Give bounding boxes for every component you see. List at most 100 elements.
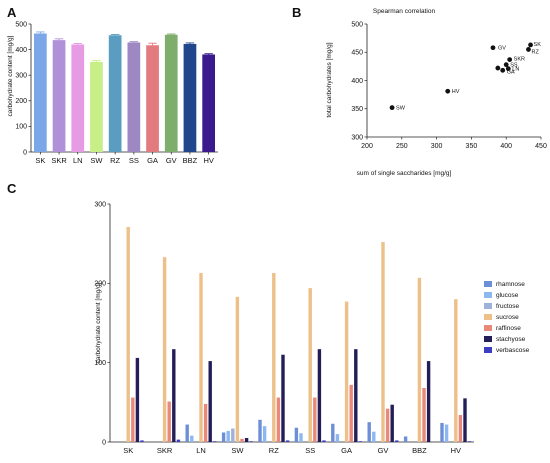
- chart-a-category-label: SK: [35, 156, 45, 165]
- legend-label-rhamnose: rhamnose: [496, 281, 525, 288]
- chart-c-bar-raffinose-skr: [167, 401, 171, 442]
- chart-b-point-label: HV: [452, 89, 460, 95]
- chart-c-category-label: BBZ: [412, 446, 427, 455]
- chart-c-category-label: LN: [196, 446, 206, 455]
- chart-c-category-label: RZ: [269, 446, 279, 455]
- chart-c-category-label: GA: [341, 446, 352, 455]
- legend-label-raffinose: raffinose: [496, 325, 521, 332]
- chart-c-y-tick-label: 300: [94, 201, 106, 208]
- chart-a-category-label: SS: [129, 156, 139, 165]
- legend-swatch-stachyose: [484, 336, 492, 342]
- chart-c-bar-raffinose-bbz: [422, 388, 426, 442]
- legend-swatch-sucrose: [484, 314, 492, 320]
- chart-c-bar-verbascose-rz: [285, 440, 290, 442]
- chart-b-point-label: LN: [512, 67, 519, 73]
- legend-swatch-rhamnose: [484, 281, 492, 287]
- chart-b-point-gv: [490, 45, 496, 51]
- chart-c-bar-rhamnose-rz: [258, 419, 262, 442]
- chart-c-bar-raffinose-ss: [313, 397, 317, 442]
- chart-a-y-tick-label: 100: [15, 124, 27, 131]
- chart-c-category-label: SS: [305, 446, 315, 455]
- chart-a-bar-bbz: [183, 43, 197, 152]
- chart-c-category-label: GV: [378, 446, 389, 455]
- chart-b-point-ss: [503, 62, 509, 68]
- chart-c-bar-raffinose-sk: [131, 397, 135, 442]
- chart-b-point-ga: [500, 67, 506, 73]
- chart-b-y-tick-label: 400: [351, 78, 363, 85]
- legend-swatch-raffinose: [484, 325, 492, 331]
- chart-a-category-label: BBZ: [183, 156, 198, 165]
- chart-b-point-ln: [505, 66, 511, 72]
- chart-a-bar-sw: [90, 61, 103, 152]
- chart-b-y-tick-label: 350: [351, 106, 363, 113]
- legend-swatch-fructose: [484, 303, 492, 309]
- chart-c-bar-verbascose-gv: [395, 440, 399, 442]
- chart-c-bar-stachyose-bbz: [426, 361, 431, 442]
- chart-c-bar-verbascose-skr: [176, 439, 181, 442]
- chart-c-bar-stachyose-ss: [317, 349, 322, 442]
- chart-c-bar-rhamnose-gv: [367, 422, 371, 442]
- chart-a-y-axis-title: carbohydrate content [mg/g]: [7, 35, 14, 116]
- chart-c-bar-raffinose-ga: [349, 384, 353, 442]
- chart-b-point-label: SS: [510, 63, 518, 69]
- chart-a-bar-hv: [202, 54, 216, 152]
- chart-b-point-label: RZ: [531, 49, 539, 55]
- chart-c-bar-stachyose-skr: [172, 349, 176, 442]
- chart-c-y-tick-label: 100: [94, 360, 106, 367]
- chart-c-bar-stachyose-sk: [135, 357, 140, 442]
- chart-c-y-tick-label: 0: [102, 439, 106, 446]
- chart-b-x-tick-label: 400: [500, 143, 512, 150]
- chart-b-y-tick-label: 450: [351, 50, 363, 57]
- chart-c-bar-rhamnose-ga: [331, 423, 335, 442]
- chart-c-category-label: SKR: [157, 446, 173, 455]
- chart-c-bar-verbascose-ss: [322, 440, 326, 442]
- chart-c-bar-stachyose-ln: [208, 361, 212, 442]
- chart-c-bar-sucrose-rz: [272, 273, 276, 442]
- chart-a-category-label: LN: [73, 156, 83, 165]
- legend-swatch-glucose: [484, 292, 492, 298]
- legend-label-verbascose: verbascose: [496, 347, 530, 354]
- legend-label-fructose: fructose: [496, 303, 520, 310]
- chart-b-point-skr: [507, 57, 513, 62]
- chart-a-y-tick-label: 200: [15, 98, 27, 105]
- chart-b-title: Spearman correlation: [373, 8, 436, 15]
- chart-c-bar-rhamnose-ln: [185, 424, 189, 442]
- chart-c-bar-glucose-hv: [444, 424, 449, 442]
- chart-b-x-tick-label: 200: [361, 143, 373, 150]
- chart-c: carbohydrate content [mg/g] 0 100 200 300 SK…: [94, 201, 529, 455]
- legend-swatch-verbascose: [484, 347, 492, 353]
- chart-a-category-label: SKR: [51, 156, 67, 165]
- chart-b-point-sk: [528, 42, 533, 48]
- panel-letter-b: B: [292, 5, 301, 20]
- chart-a-bar-ga: [146, 45, 159, 152]
- chart-c-bar-sucrose-hv: [454, 299, 458, 442]
- chart-a-y-tick-label: 500: [15, 21, 27, 28]
- chart-b-point-label: SW: [396, 106, 406, 112]
- chart-c-bar-raffinose-sw: [240, 438, 244, 442]
- chart-c-category-label: SW: [231, 446, 244, 455]
- chart-c-bar-raffinose-hv: [458, 415, 463, 442]
- chart-c-bar-sucrose-ga: [344, 301, 349, 442]
- legend-label-stachyose: stachyose: [496, 336, 526, 343]
- chart-a-category-label: SW: [90, 156, 103, 165]
- chart-c-category-label: HV: [451, 446, 461, 455]
- chart-c-bar-stachyose-gv: [390, 404, 394, 442]
- legend-label-glucose: glucose: [496, 292, 519, 299]
- chart-b-point-sw: [389, 105, 395, 111]
- chart-c-bar-stachyose-sw: [244, 438, 249, 442]
- chart-b-y-tick-label: 300: [351, 134, 363, 141]
- chart-c-bar-sucrose-sk: [126, 227, 130, 442]
- chart-b-point-label: GA: [507, 69, 515, 75]
- chart-b-y-tick-label: 500: [351, 21, 363, 28]
- chart-c-bar-glucose-ss: [299, 433, 303, 442]
- chart-c-bar-glucose-ln: [190, 435, 194, 442]
- chart-c-y-axis-title: carbohydrate content [mg/g]: [95, 282, 102, 363]
- chart-a-bar-rz: [108, 35, 122, 152]
- chart-c-category-label: SK: [123, 446, 133, 455]
- chart-c-bar-stachyose-ga: [354, 349, 358, 442]
- chart-b-point-label: SK: [534, 42, 542, 48]
- chart-b-x-tick-label: 250: [396, 143, 408, 150]
- chart-c-bar-verbascose-ln: [213, 441, 217, 442]
- chart-c-bar-verbascose-hv: [467, 441, 472, 442]
- chart-b-x-tick-label: 300: [431, 143, 443, 150]
